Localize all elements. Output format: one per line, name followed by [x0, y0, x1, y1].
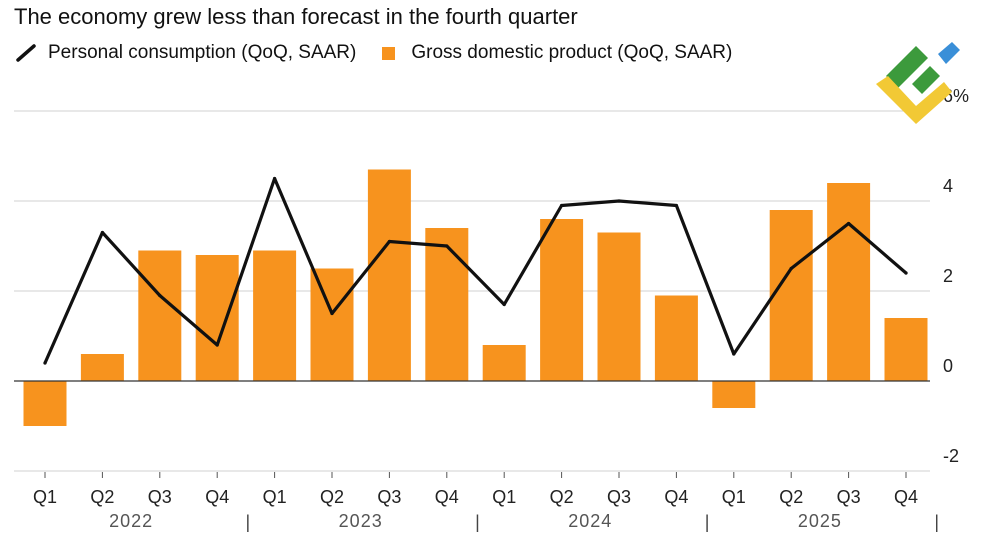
gdp-bar	[769, 210, 813, 381]
legend-label-gdp: Gross domestic product (QoQ, SAAR)	[411, 42, 733, 63]
legend-label-consumption: Personal consumption (QoQ, SAAR)	[48, 42, 357, 63]
x-tick-label: Q3	[837, 487, 861, 507]
consumption-point	[387, 239, 391, 244]
year-label: 2024	[568, 511, 612, 531]
chart-legend: Personal consumption (QoQ, SAAR) Gross d…	[14, 42, 758, 64]
year-separator: |	[934, 512, 939, 532]
year-separator: |	[705, 512, 710, 532]
x-tick-label: Q1	[722, 487, 746, 507]
consumption-point	[789, 266, 793, 271]
consumption-point	[674, 203, 679, 208]
x-tick-label: Q2	[779, 487, 803, 507]
y-tick-label: -2	[943, 446, 959, 466]
consumption-point	[43, 361, 47, 365]
x-tick-label: Q3	[148, 487, 172, 507]
gdp-bar	[138, 250, 182, 381]
year-separator: |	[475, 512, 480, 532]
gdp-bar	[310, 268, 354, 381]
consumption-point	[158, 293, 162, 298]
consumption-point	[502, 302, 506, 307]
gdp-bar	[425, 228, 469, 381]
gdp-bar	[195, 255, 239, 381]
legend-item-consumption: Personal consumption (QoQ, SAAR)	[14, 42, 356, 64]
x-tick-label: Q4	[435, 487, 459, 507]
consumption-point	[215, 343, 219, 347]
gdp-bar	[884, 318, 928, 381]
x-tick-label: Q4	[205, 487, 229, 507]
gdp-bar	[23, 381, 67, 426]
y-tick-label: 0	[943, 356, 953, 376]
y-tick-label: 2	[943, 266, 953, 286]
gdp-bar	[253, 250, 297, 381]
consumption-point	[273, 176, 277, 181]
year-label: 2023	[339, 511, 383, 531]
gdp-bar	[654, 295, 698, 381]
gdp-bar	[540, 219, 584, 381]
consumption-point	[847, 221, 851, 226]
gdp-bar	[712, 381, 756, 408]
y-tick-label: 4	[943, 176, 953, 196]
consumption-point	[445, 244, 449, 248]
gdp-bar	[367, 169, 411, 381]
gdp-bar	[80, 354, 124, 381]
consumption-line	[43, 176, 908, 365]
chart-title: The economy grew less than forecast in t…	[14, 4, 578, 29]
gdp-bar	[482, 345, 526, 381]
gdp-bar	[597, 232, 641, 381]
x-tick-label: Q3	[607, 487, 631, 507]
lite-finance-logo-icon	[876, 42, 960, 124]
consumption-point	[904, 271, 908, 275]
year-label: 2022	[109, 511, 153, 531]
x-tick-label: Q1	[263, 487, 287, 507]
consumption-point	[732, 352, 736, 356]
year-separator: |	[246, 512, 251, 532]
gdp-bar	[827, 183, 871, 381]
x-tick-label: Q3	[377, 487, 401, 507]
consumption-point	[560, 203, 564, 208]
x-tick-label: Q4	[664, 487, 688, 507]
x-tick-label: Q2	[320, 487, 344, 507]
x-tick-label: Q4	[894, 487, 918, 507]
consumption-point	[100, 230, 104, 235]
year-label: 2025	[798, 511, 842, 531]
x-tick-label: Q2	[550, 487, 574, 507]
x-tick-label: Q1	[33, 487, 57, 507]
consumption-point	[617, 199, 621, 203]
x-tick-label: Q2	[90, 487, 114, 507]
x-tick-label: Q1	[492, 487, 516, 507]
legend-line-swatch	[16, 44, 36, 62]
consumption-point	[330, 311, 334, 316]
legend-item-gdp: Gross domestic product (QoQ, SAAR)	[382, 42, 732, 64]
legend-bar-swatch	[382, 46, 396, 60]
